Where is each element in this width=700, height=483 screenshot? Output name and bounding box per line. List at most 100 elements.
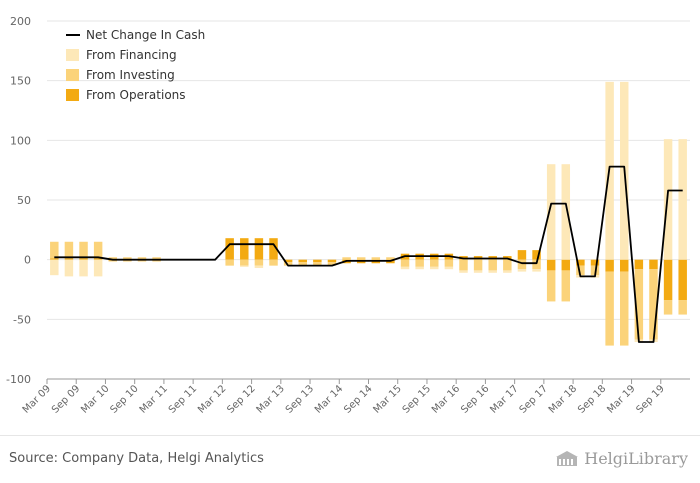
bar-from-investing [356,257,366,260]
x-tick-label: Mar 09 [21,383,53,415]
x-tick-label: Sep 09 [50,383,82,415]
bar-from-investing [298,262,307,266]
x-tick-label: Mar 14 [313,383,345,415]
bar-from-operations [561,259,571,271]
bar-from-investing [503,259,512,271]
bar-from-operations [532,250,541,260]
bar-from-financing [532,269,541,272]
bar-from-operations [649,259,658,270]
bar-from-investing [459,259,468,271]
x-tick-label: Mar 15 [371,383,403,415]
bar-from-investing [342,257,351,260]
bar-from-operations [517,250,527,260]
bar-from-investing [561,270,571,302]
bars-layer [50,81,687,346]
bar-from-investing [546,270,556,302]
legend-label: From Operations [86,88,186,102]
y-tick-label: 0 [24,254,31,267]
x-tick-label: Sep 17 [518,383,550,415]
bar-from-operations [620,259,629,272]
bar-from-operations [269,238,278,260]
bar-from-financing [473,270,483,273]
bar-from-investing [444,259,454,267]
bar-from-operations [240,238,249,260]
bar-from-financing [240,265,249,267]
x-tick-label: Mar 19 [605,383,637,415]
x-tick-label: Sep 15 [401,383,433,415]
x-tick-label: Sep 10 [108,383,140,415]
bar-from-investing [473,259,483,271]
bar-from-financing [546,164,556,260]
bar-from-operations [79,258,88,260]
y-tick-label: -50 [13,313,31,326]
bar-from-investing [50,241,59,259]
bar-from-operations [605,259,614,272]
bar-from-operations [678,259,687,301]
bar-from-investing [400,259,410,267]
y-tick-label: 150 [10,75,31,88]
bar-from-investing [254,259,264,266]
net-line-layer [54,165,683,343]
y-tick-label: 200 [10,15,31,28]
brand-logo[interactable]: HelgiLibrary [556,449,688,468]
bar-from-investing [678,300,687,315]
net-change-line [54,165,683,343]
bar-from-operations [327,259,337,263]
bar-from-financing [152,260,161,263]
bar-from-financing [678,139,687,260]
bar-from-investing [663,300,673,315]
legend-label: From Financing [86,48,177,62]
brand-name: HelgiLibrary [584,449,688,468]
bar-from-operations [64,258,74,260]
bar-from-investing [240,259,249,266]
bar-from-investing [415,259,424,267]
bar-from-investing [269,259,278,266]
bar-from-investing [108,257,117,260]
bar-from-financing [123,260,132,263]
source-note: Source: Company Data, Helgi Analytics [9,451,264,466]
bar-from-investing [313,262,322,266]
bar-from-investing [283,262,293,266]
bar-from-financing [430,266,439,270]
bar-from-investing [649,269,658,340]
bar-from-financing [50,259,59,276]
bar-from-investing [488,259,497,271]
x-tick-label: Sep 12 [225,383,257,415]
bar-from-operations [283,259,293,263]
legend-label: From Investing [86,68,175,82]
bar-from-investing [123,257,132,260]
legend-swatch [66,89,79,101]
y-axis-ticks: -100 -50 0 50 100 150 200 [6,15,31,386]
bar-from-financing [517,269,527,272]
bar-from-investing [79,241,88,259]
bar-from-operations [576,259,585,266]
bar-from-investing [576,265,585,276]
bar-from-operations [93,258,103,260]
legend-label: Net Change In Cash [86,28,205,42]
bar-from-financing [459,270,468,273]
bar-from-operations [634,259,644,270]
legend-swatch [66,49,79,61]
bar-from-financing [503,270,512,273]
bar-from-operations [590,259,600,266]
bar-from-operations [546,259,556,271]
bar-from-financing [108,260,117,263]
bar-from-financing [137,260,147,263]
x-tick-label: Sep 16 [459,383,491,415]
y-tick-label: 100 [10,134,31,147]
bar-from-financing [400,266,410,270]
building-logo-icon [556,450,579,466]
x-tick-label: Sep 19 [635,383,667,415]
bar-from-investing [517,259,527,270]
bar-from-investing [137,257,147,260]
bar-from-operations [298,259,307,263]
x-tick-label: Mar 18 [547,383,579,415]
bar-from-financing [561,164,571,260]
y-tick-label: 50 [17,194,31,207]
bar-from-investing [620,271,629,346]
bar-from-investing [634,269,644,340]
bar-from-investing [225,259,234,266]
bar-from-investing [152,257,161,260]
x-tick-label: Mar 16 [430,383,462,415]
x-tick-label: Sep 18 [576,383,608,415]
